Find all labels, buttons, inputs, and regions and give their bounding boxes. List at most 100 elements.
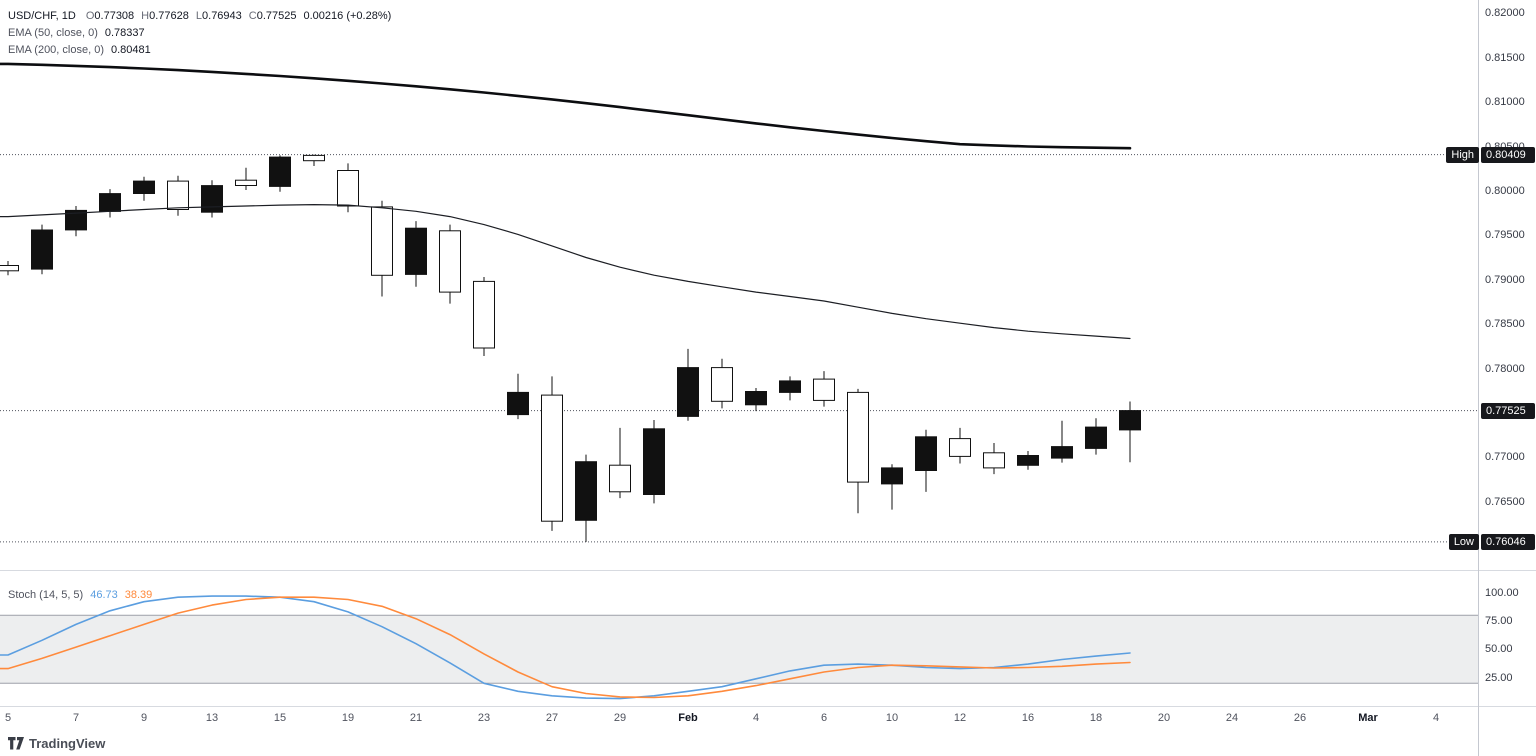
candle-body [405, 227, 427, 275]
legend-symbol-row[interactable]: USD/CHF, 1D O 0.77308 H 0.77628 L 0.76943 C… [8, 9, 391, 24]
price-axis-label: 0.76500 [1485, 495, 1525, 508]
price-axis-border [1478, 0, 1479, 756]
time-axis-label: 7 [72, 712, 80, 724]
pane-separator[interactable] [0, 570, 1536, 571]
time-axis-label: 4 [752, 712, 760, 724]
tradingview-logo[interactable]: TradingView [8, 736, 105, 751]
candle-body [371, 206, 393, 276]
candle-body [473, 280, 495, 349]
chart-canvas[interactable]: USD/CHF, 1D O 0.77308 H 0.77628 L 0.76943 C… [0, 0, 1478, 706]
legend-ema200-row[interactable]: EMA (200, close, 0) 0.80481 [8, 43, 391, 58]
candle-body [779, 380, 801, 393]
ohlc-open: O 0.77308 [86, 9, 134, 24]
time-axis-label: 27 [545, 712, 559, 724]
ema200-label: EMA (200, close, 0) [8, 44, 104, 56]
time-axis-label: 6 [820, 712, 828, 724]
stoch-k-value: 46.73 [90, 589, 118, 601]
low-value: 0.76943 [202, 10, 242, 22]
price-axis-label: 0.77000 [1485, 451, 1525, 464]
candle-body [949, 438, 971, 457]
candle-body [337, 170, 359, 207]
price-chart [0, 62, 1478, 700]
ema200-value: 0.80481 [111, 44, 151, 56]
open-label: O [85, 10, 95, 22]
ema50-value: 0.78337 [104, 27, 145, 39]
candle-body [1051, 446, 1073, 459]
tradingview-logo-text: TradingView [29, 736, 106, 751]
stoch-d-line [0, 596, 1131, 699]
ema-50-line [0, 204, 1131, 340]
ema-200-line [0, 62, 1132, 150]
stoch-band [0, 615, 1478, 684]
close-value: 0.77525 [256, 10, 297, 22]
legend-stoch-row[interactable]: Stoch (14, 5, 5) 46.73 38.39 [8, 589, 152, 601]
stoch-axis-label: 100.00 [1485, 586, 1519, 599]
tradingview-logo-icon [8, 737, 24, 750]
time-axis-label: 26 [1293, 712, 1307, 724]
low-price-badge: Low 0.76046 [1448, 533, 1535, 550]
time-axis-label: 15 [273, 712, 287, 724]
price-axis-label: 0.78500 [1485, 318, 1525, 331]
time-axis-label: 13 [205, 712, 219, 724]
high-value: 0.77628 [149, 10, 189, 22]
time-axis-label: Mar [1358, 712, 1378, 724]
time-axis-label: 20 [1157, 712, 1171, 724]
high-badge-value: 0.80409 [1481, 146, 1535, 163]
time-axis-label: 9 [140, 712, 148, 724]
candle-body [711, 367, 733, 402]
last-price-value: 0.77525 [1481, 402, 1535, 419]
legend-main: USD/CHF, 1D O 0.77308 H 0.77628 L 0.76943 C… [8, 9, 391, 60]
time-axis-label: 23 [477, 712, 491, 724]
low-badge-label: Low [1448, 533, 1479, 550]
candle-body [541, 394, 563, 522]
time-axis-label: Feb [678, 712, 698, 724]
candle-body [133, 180, 155, 195]
legend-ema50-row[interactable]: EMA (50, close, 0) 0.78337 [8, 26, 391, 41]
candle-body [609, 464, 631, 493]
candle-body [31, 229, 53, 270]
candle-body [983, 452, 1005, 469]
ema50-label: EMA (50, close, 0) [8, 27, 98, 39]
time-axis-label: 19 [341, 712, 355, 724]
candle-body [303, 154, 325, 162]
candle-body [1085, 426, 1107, 449]
candle-body [677, 367, 699, 417]
price-axis[interactable]: 0.820000.815000.810000.805000.800000.795… [1479, 0, 1536, 756]
candle-body [915, 436, 937, 471]
price-axis-label: 0.79500 [1485, 229, 1525, 242]
time-axis-label: 10 [885, 712, 899, 724]
last-price-badge: 0.77525 [1481, 402, 1535, 419]
time-axis-label: 16 [1021, 712, 1035, 724]
time-axis[interactable]: 5 7 9 13 15 19 21 23 27 29 Feb 4 6 10 12 16 18 20 24 26 Mar 4 [0, 706, 1478, 736]
high-badge-label: High [1446, 146, 1479, 163]
candle-body [1119, 410, 1141, 431]
time-axis-label: 29 [613, 712, 627, 724]
stoch-k-line [0, 595, 1131, 700]
high-price-badge: High 0.80409 [1446, 146, 1535, 163]
candle-body [235, 179, 257, 186]
close-label: C [248, 10, 257, 22]
change-value: 0.00216 (+0.28%) [303, 10, 392, 22]
time-axis-label: 18 [1089, 712, 1103, 724]
stoch-axis-label: 25.00 [1485, 671, 1513, 684]
ohlc-close: C 0.77525 [249, 9, 297, 24]
candle-body [65, 209, 87, 231]
price-axis-label: 0.79000 [1485, 273, 1525, 286]
candle-body [507, 391, 529, 416]
price-axis-label: 0.81500 [1485, 51, 1525, 64]
open-value: 0.77308 [94, 10, 135, 22]
candle-body [201, 185, 223, 213]
time-axis-label: 21 [409, 712, 423, 724]
stoch-axis-label: 75.00 [1485, 615, 1513, 627]
candle-body [643, 428, 665, 495]
candle-body [99, 193, 121, 212]
candle-body [847, 391, 869, 483]
candle-body [0, 265, 19, 272]
price-axis-label: 0.82000 [1485, 7, 1525, 20]
candle-body [269, 156, 291, 187]
time-axis-label: 12 [953, 712, 967, 724]
stoch-d-value: 38.39 [124, 589, 153, 601]
candle-body [745, 391, 767, 406]
low-label: L [195, 10, 203, 22]
